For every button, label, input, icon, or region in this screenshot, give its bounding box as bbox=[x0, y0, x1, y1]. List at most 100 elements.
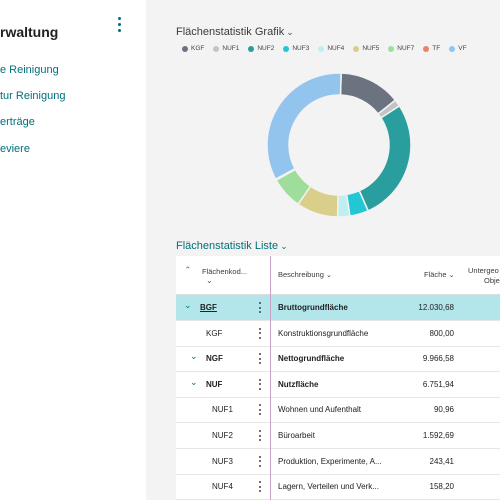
collapse-all-icon[interactable]: ⌃ bbox=[184, 265, 192, 275]
legend-swatch bbox=[423, 45, 430, 52]
row-menu-icon[interactable] bbox=[258, 481, 262, 493]
row-menu-icon[interactable] bbox=[258, 327, 262, 339]
column-header-description-label: Beschreibung bbox=[278, 270, 324, 279]
row-description: Nettogrundfläche bbox=[278, 354, 345, 364]
nav-link-reinigung[interactable]: e Reinigung bbox=[0, 64, 59, 76]
nav-link-ertraege[interactable]: erträge bbox=[0, 116, 35, 128]
row-code[interactable]: NGF bbox=[206, 354, 223, 364]
nav-title: rwaltung bbox=[0, 24, 59, 40]
chevron-down-icon: ⌄ bbox=[448, 272, 455, 279]
legend-label: NUF7 bbox=[397, 45, 415, 52]
row-code[interactable]: NUF bbox=[206, 379, 223, 389]
legend-item-kgf[interactable]: KGF bbox=[182, 45, 204, 52]
legend-swatch bbox=[318, 45, 325, 52]
row-description: Büroarbeit bbox=[278, 431, 315, 440]
donut-chart bbox=[266, 72, 412, 218]
table-header: ⌃ Flächenkod... ⌄ Beschreibung ⌄ Fläche … bbox=[176, 256, 500, 295]
row-description: Nutzfläche bbox=[278, 379, 319, 389]
table-row[interactable]: ⌄ NUF Nutzfläche 6.751,94 bbox=[176, 372, 500, 398]
column-header-extra[interactable]: Untergeo Obje bbox=[468, 266, 500, 304]
row-menu-icon[interactable] bbox=[258, 378, 262, 390]
legend-label: NUF3 bbox=[292, 45, 310, 52]
legend-swatch bbox=[213, 45, 220, 52]
legend-item-nuf2[interactable]: NUF2 bbox=[248, 45, 274, 52]
legend-label: TF bbox=[432, 45, 441, 52]
table-row[interactable]: NUF2 Büroarbeit 1.592,69 bbox=[176, 423, 500, 449]
row-area: 800,00 bbox=[429, 328, 454, 338]
chevron-down-icon: ⌄ bbox=[286, 27, 294, 37]
row-area: 90,96 bbox=[433, 405, 454, 415]
chevron-down-icon: ⌄ bbox=[280, 241, 288, 251]
table-row[interactable]: ⌄ NGF Nettogrundfläche 9.966,58 bbox=[176, 346, 500, 373]
table-row[interactable]: NUF4 Lagern, Verteilen und Verk... 158,20 bbox=[176, 474, 500, 500]
row-menu-icon[interactable] bbox=[258, 404, 262, 416]
navigation-pane: rwaltung e Reinigung tur Reinigung erträ… bbox=[0, 0, 146, 500]
legend-item-tf[interactable]: TF bbox=[423, 45, 440, 52]
row-menu-icon[interactable] bbox=[258, 455, 262, 467]
legend-swatch bbox=[182, 45, 188, 52]
row-code[interactable]: NUF2 bbox=[212, 431, 233, 440]
row-code[interactable]: NUF4 bbox=[212, 482, 233, 492]
row-description: Wohnen und Aufenthalt bbox=[278, 405, 362, 415]
nav-link-tur-reinigung[interactable]: tur Reinigung bbox=[0, 90, 66, 102]
column-header-area[interactable]: Fläche ⌄ bbox=[424, 270, 454, 308]
column-header-description[interactable]: Beschreibung ⌄ bbox=[278, 270, 332, 308]
table-row[interactable]: NUF1 Wohnen und Aufenthalt 90,96 bbox=[176, 397, 500, 424]
row-description: Produktion, Experimente, A... bbox=[278, 456, 382, 466]
expand-collapse-icon[interactable]: ⌄ bbox=[184, 300, 192, 310]
row-area: 9.966,58 bbox=[422, 354, 454, 364]
legend-swatch bbox=[248, 45, 255, 52]
row-code[interactable]: KGF bbox=[206, 328, 223, 338]
table-row[interactable]: NUF3 Produktion, Experimente, A... 243,41 bbox=[176, 449, 500, 475]
legend-item-nuf4[interactable]: NUF4 bbox=[318, 45, 344, 52]
expand-collapse-icon[interactable]: ⌄ bbox=[190, 351, 198, 362]
row-description: Lagern, Verteilen und Verk... bbox=[278, 482, 379, 492]
legend-item-nuf3[interactable]: NUF3 bbox=[283, 45, 309, 52]
row-code[interactable]: NUF3 bbox=[212, 456, 233, 466]
expand-collapse-icon[interactable]: ⌄ bbox=[190, 376, 198, 387]
chart-legend: KGF NUF1 NUF2 NUF3 NUF4 NUF5 NUF7 TF VF bbox=[182, 45, 467, 52]
legend-item-nuf7[interactable]: NUF7 bbox=[388, 45, 414, 52]
column-header-extra-line2: Obje bbox=[484, 276, 500, 285]
row-area: 6.751,94 bbox=[422, 379, 454, 389]
nav-link-reviere[interactable]: eviere bbox=[0, 143, 30, 155]
column-divider bbox=[270, 256, 271, 500]
donut-slice-vf[interactable] bbox=[266, 72, 342, 181]
column-header-code-label: Flächenkod... bbox=[202, 267, 248, 276]
row-code[interactable]: NUF1 bbox=[212, 405, 233, 415]
legend-label: NUF1 bbox=[222, 45, 240, 52]
column-header-code[interactable]: Flächenkod... ⌄ bbox=[202, 267, 247, 305]
legend-label: NUF4 bbox=[327, 45, 345, 52]
list-card-title-text: Flächenstatistik Liste bbox=[176, 240, 279, 252]
more-options-icon[interactable] bbox=[112, 12, 126, 36]
chart-card-title-text: Flächenstatistik Grafik bbox=[176, 26, 285, 38]
row-description: Bruttogrundfläche bbox=[278, 303, 348, 312]
row-menu-icon[interactable] bbox=[258, 430, 262, 441]
column-header-area-label: Fläche bbox=[424, 270, 447, 279]
table-row[interactable]: ⌄ BGF Bruttogrundfläche 12.030,68 bbox=[176, 295, 500, 321]
chart-card-title[interactable]: Flächenstatistik Grafik ⌄ bbox=[176, 26, 294, 38]
row-area: 1.592,69 bbox=[422, 431, 454, 440]
legend-label: NUF5 bbox=[362, 45, 380, 52]
sort-chevron-icon: ⌄ bbox=[206, 276, 213, 285]
area-statistics-table: ⌃ Flächenkod... ⌄ Beschreibung ⌄ Fläche … bbox=[176, 256, 500, 500]
row-area: 158,20 bbox=[429, 482, 454, 492]
row-description: Konstruktionsgrundfläche bbox=[278, 328, 369, 338]
legend-item-nuf1[interactable]: NUF1 bbox=[213, 45, 239, 52]
legend-item-nuf5[interactable]: NUF5 bbox=[353, 45, 379, 52]
row-area: 243,41 bbox=[429, 456, 454, 466]
legend-label: VF bbox=[458, 45, 467, 52]
table-row[interactable]: KGF Konstruktionsgrundfläche 800,00 bbox=[176, 321, 500, 347]
donut-slice-nuf2[interactable] bbox=[358, 104, 412, 212]
legend-swatch bbox=[449, 45, 456, 52]
row-code[interactable]: BGF bbox=[200, 303, 217, 312]
list-card-title[interactable]: Flächenstatistik Liste ⌄ bbox=[176, 240, 288, 252]
content-pane: Flächenstatistik Grafik ⌄ KGF NUF1 NUF2 NUF3… bbox=[146, 0, 500, 500]
row-menu-icon[interactable] bbox=[258, 353, 262, 365]
chevron-down-icon: ⌄ bbox=[325, 272, 332, 279]
row-menu-icon[interactable] bbox=[258, 302, 262, 313]
legend-swatch bbox=[388, 45, 395, 52]
legend-item-vf[interactable]: VF bbox=[449, 45, 467, 52]
legend-swatch bbox=[283, 45, 290, 52]
column-header-extra-line1: Untergeo bbox=[468, 266, 499, 275]
